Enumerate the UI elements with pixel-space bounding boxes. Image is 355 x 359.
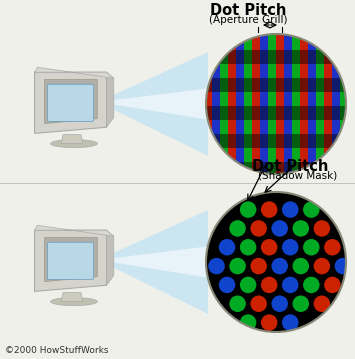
Polygon shape bbox=[34, 230, 106, 292]
Circle shape bbox=[282, 239, 299, 256]
Circle shape bbox=[206, 192, 346, 332]
Circle shape bbox=[272, 220, 288, 237]
Circle shape bbox=[282, 314, 299, 331]
Circle shape bbox=[208, 258, 225, 274]
Circle shape bbox=[206, 192, 346, 332]
Circle shape bbox=[250, 258, 267, 274]
Circle shape bbox=[206, 192, 346, 332]
Polygon shape bbox=[45, 80, 97, 123]
Circle shape bbox=[206, 192, 346, 332]
Circle shape bbox=[206, 192, 346, 332]
Circle shape bbox=[206, 192, 346, 332]
Circle shape bbox=[293, 295, 309, 312]
Circle shape bbox=[206, 192, 346, 332]
Circle shape bbox=[206, 192, 346, 332]
Text: Dot Pitch: Dot Pitch bbox=[252, 159, 328, 174]
Polygon shape bbox=[61, 135, 83, 144]
Circle shape bbox=[240, 314, 256, 331]
Circle shape bbox=[313, 295, 330, 312]
Polygon shape bbox=[106, 230, 114, 285]
Circle shape bbox=[324, 239, 341, 256]
Text: Dot Pitch: Dot Pitch bbox=[210, 3, 286, 18]
Polygon shape bbox=[34, 72, 106, 134]
Circle shape bbox=[206, 192, 346, 332]
Circle shape bbox=[272, 295, 288, 312]
Circle shape bbox=[219, 239, 235, 256]
Circle shape bbox=[250, 220, 267, 237]
Circle shape bbox=[206, 192, 346, 332]
Circle shape bbox=[206, 192, 346, 332]
Circle shape bbox=[206, 34, 346, 174]
Polygon shape bbox=[98, 246, 208, 278]
FancyBboxPatch shape bbox=[48, 84, 94, 121]
Circle shape bbox=[206, 192, 346, 332]
Circle shape bbox=[303, 277, 320, 293]
Polygon shape bbox=[98, 88, 208, 120]
Circle shape bbox=[219, 277, 235, 293]
Circle shape bbox=[313, 258, 330, 274]
Polygon shape bbox=[106, 72, 114, 127]
Circle shape bbox=[261, 277, 278, 293]
Circle shape bbox=[206, 192, 346, 332]
Circle shape bbox=[250, 295, 267, 312]
Circle shape bbox=[261, 201, 278, 218]
Circle shape bbox=[261, 239, 278, 256]
Circle shape bbox=[206, 192, 346, 332]
Circle shape bbox=[303, 239, 320, 256]
Text: (Shadow Mask): (Shadow Mask) bbox=[258, 171, 338, 181]
Circle shape bbox=[206, 192, 346, 332]
Circle shape bbox=[206, 192, 346, 332]
Circle shape bbox=[313, 220, 330, 237]
Circle shape bbox=[240, 239, 256, 256]
Circle shape bbox=[206, 192, 346, 332]
Circle shape bbox=[206, 192, 346, 332]
Circle shape bbox=[206, 192, 346, 332]
Circle shape bbox=[324, 277, 341, 293]
Circle shape bbox=[293, 258, 309, 274]
Circle shape bbox=[206, 192, 346, 332]
Polygon shape bbox=[34, 67, 114, 78]
Circle shape bbox=[206, 34, 346, 174]
Polygon shape bbox=[98, 210, 208, 314]
Circle shape bbox=[206, 192, 346, 332]
Circle shape bbox=[206, 192, 346, 332]
Circle shape bbox=[229, 258, 246, 274]
Circle shape bbox=[282, 201, 299, 218]
Circle shape bbox=[206, 192, 346, 332]
Ellipse shape bbox=[51, 298, 97, 306]
Circle shape bbox=[229, 295, 246, 312]
Circle shape bbox=[206, 192, 346, 332]
Circle shape bbox=[282, 277, 299, 293]
Circle shape bbox=[206, 192, 346, 332]
Text: (Aperture Grill): (Aperture Grill) bbox=[209, 15, 287, 25]
Circle shape bbox=[261, 314, 278, 331]
Circle shape bbox=[206, 192, 346, 332]
Circle shape bbox=[303, 201, 320, 218]
Circle shape bbox=[206, 192, 346, 332]
Polygon shape bbox=[98, 52, 208, 156]
Circle shape bbox=[206, 192, 346, 332]
Circle shape bbox=[335, 258, 351, 274]
Ellipse shape bbox=[51, 140, 97, 148]
Circle shape bbox=[206, 192, 346, 332]
Circle shape bbox=[206, 192, 346, 332]
Circle shape bbox=[206, 192, 346, 332]
Circle shape bbox=[206, 192, 346, 332]
Circle shape bbox=[272, 258, 288, 274]
Circle shape bbox=[240, 201, 256, 218]
Polygon shape bbox=[34, 225, 114, 236]
Circle shape bbox=[206, 192, 346, 332]
Circle shape bbox=[206, 192, 346, 332]
Circle shape bbox=[293, 220, 309, 237]
Text: ©2000 HowStuffWorks: ©2000 HowStuffWorks bbox=[5, 346, 109, 355]
Circle shape bbox=[229, 220, 246, 237]
FancyBboxPatch shape bbox=[48, 242, 94, 279]
Circle shape bbox=[206, 192, 346, 332]
Polygon shape bbox=[45, 238, 97, 281]
Polygon shape bbox=[61, 293, 83, 302]
Circle shape bbox=[206, 192, 346, 332]
Circle shape bbox=[240, 277, 256, 293]
Circle shape bbox=[206, 192, 346, 332]
